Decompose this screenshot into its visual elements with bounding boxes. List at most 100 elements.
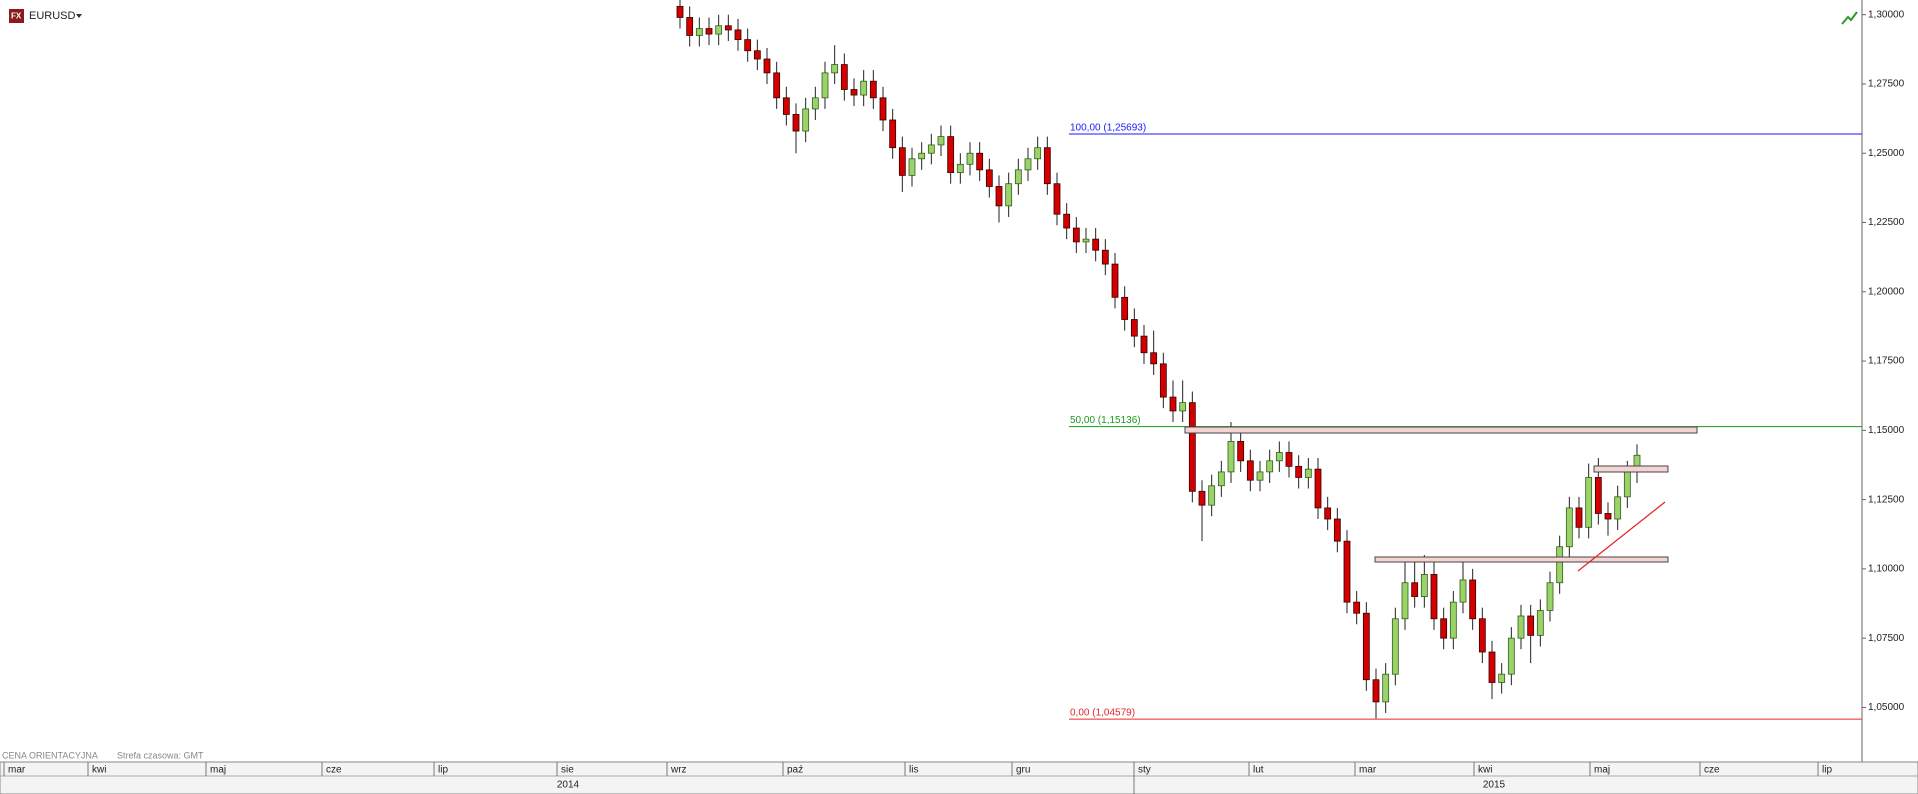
candle-body	[1208, 485, 1216, 506]
candle-body	[985, 169, 993, 187]
candle-body	[1401, 582, 1409, 620]
candle-body	[802, 108, 810, 132]
candle-body	[1382, 673, 1390, 703]
candle-body	[1111, 263, 1119, 298]
candle-body	[1575, 507, 1583, 528]
candle-body	[831, 64, 839, 74]
candle-body	[1179, 402, 1187, 412]
candle-body	[1063, 213, 1071, 229]
x-tick-label: wrz	[670, 765, 687, 776]
trend-icon[interactable]	[1841, 11, 1858, 25]
candle-body	[715, 25, 723, 35]
candle-body	[1333, 518, 1341, 542]
y-tick-label: 1,07500	[1868, 633, 1905, 644]
candle-body	[1285, 452, 1293, 467]
candle-body	[879, 97, 887, 121]
price-note: CENA ORIENTACYJNA	[2, 750, 98, 760]
candle-body	[1469, 579, 1477, 620]
x-tick-label: lip	[1822, 765, 1832, 776]
candle-body	[773, 72, 781, 99]
fib-label: 100,00 (1,25693)	[1070, 123, 1146, 134]
candle-body	[1043, 147, 1051, 185]
candle-body	[966, 152, 974, 165]
candle-body	[976, 152, 984, 171]
candle-body	[1420, 574, 1428, 597]
candle-body	[918, 152, 926, 160]
candle-body	[705, 28, 713, 35]
candle-body	[1227, 441, 1235, 473]
drawings	[1184, 426, 1698, 572]
candle-body	[782, 97, 790, 115]
candle-body	[1237, 441, 1245, 462]
candle-body	[1256, 471, 1264, 481]
candle-body	[1527, 615, 1535, 636]
candle-body	[763, 58, 771, 74]
candle-body	[821, 72, 829, 99]
candle-body	[734, 29, 742, 41]
candle-body	[1459, 579, 1467, 603]
candle-body	[1304, 468, 1312, 478]
candle-body	[1623, 471, 1631, 498]
fib-label: 0,00 (1,04579)	[1070, 708, 1135, 719]
y-tick-label: 1,12500	[1868, 494, 1905, 505]
symbol-title[interactable]: EURUSD	[29, 10, 76, 22]
candle-body	[850, 89, 858, 96]
candle-body	[1391, 618, 1399, 675]
candle-body	[1614, 496, 1622, 520]
x-tick-label: lis	[909, 765, 918, 776]
symbol-icon[interactable]	[9, 9, 24, 23]
candle-body	[1275, 452, 1283, 462]
candle-body	[1101, 249, 1109, 265]
candle-body	[744, 39, 752, 52]
x-tick-label: gru	[1016, 765, 1030, 776]
candle-body	[1188, 402, 1196, 492]
candle-body	[1478, 618, 1486, 653]
candle-body	[840, 64, 848, 90]
candle-body	[1217, 471, 1225, 487]
x-tick-label: cze	[1704, 765, 1720, 776]
x-tick-label: sie	[561, 765, 574, 776]
symbol-dropdown[interactable]	[76, 14, 82, 18]
candle-body	[1565, 507, 1573, 548]
candle-body	[1159, 363, 1167, 398]
candle-body	[927, 144, 935, 154]
candle-body	[1546, 582, 1554, 611]
candle-body	[1266, 460, 1274, 473]
candle-body	[811, 97, 819, 110]
y-tick-label: 1,17500	[1868, 356, 1905, 367]
x-tick-label: kwi	[92, 765, 106, 776]
trend-line	[1577, 501, 1666, 572]
candle-body	[1072, 227, 1080, 243]
resistance-zone	[1184, 426, 1698, 434]
candle-body	[1411, 582, 1419, 597]
candle-body	[956, 163, 964, 174]
timezone-note: Strefa czasowa: GMT	[117, 750, 204, 760]
candle-body	[1343, 540, 1351, 603]
candle-body	[889, 119, 897, 149]
candle-body	[1372, 679, 1380, 703]
candle-body	[898, 147, 906, 176]
time-axis	[0, 761, 1918, 794]
candle-body	[676, 5, 684, 18]
y-tick-label: 1,30000	[1868, 9, 1905, 20]
candle-body	[1507, 637, 1515, 675]
candle-body	[1295, 465, 1303, 478]
x-tick-label: mar	[8, 765, 26, 776]
candle-body	[1488, 651, 1496, 683]
candle-body	[1130, 319, 1138, 337]
candle-body	[1430, 574, 1438, 620]
x-tick-label: sty	[1138, 765, 1151, 776]
x-tick-label: lip	[438, 765, 448, 776]
y-tick-label: 1,15000	[1868, 425, 1905, 436]
candle-body	[1024, 158, 1032, 171]
candle-body	[1314, 468, 1322, 509]
candle-body	[1005, 183, 1013, 207]
candle-body	[1324, 507, 1332, 520]
support-zone	[1374, 556, 1669, 563]
candle-body	[1140, 335, 1148, 354]
candle-body	[1594, 477, 1602, 514]
fib-label: 50,00 (1,15136)	[1070, 415, 1141, 426]
candle-body	[724, 25, 732, 31]
